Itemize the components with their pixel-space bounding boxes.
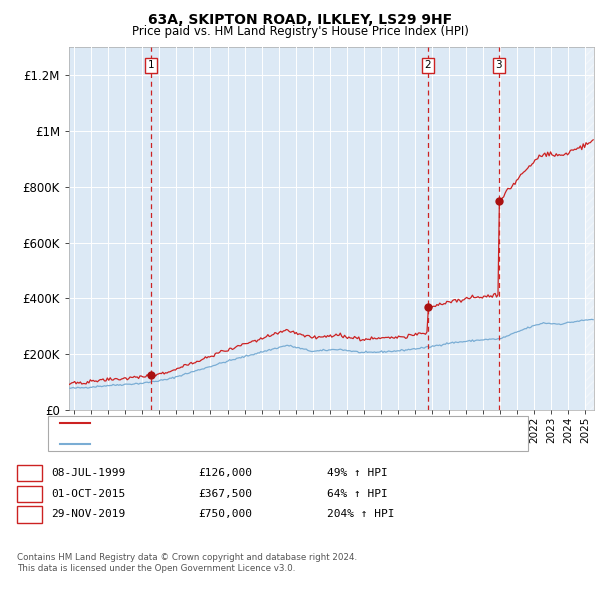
Text: £126,000: £126,000 <box>198 468 252 478</box>
Text: 2: 2 <box>424 60 431 70</box>
Text: 29-NOV-2019: 29-NOV-2019 <box>51 510 125 519</box>
Text: 3: 3 <box>26 510 33 519</box>
Text: 1: 1 <box>148 60 154 70</box>
Text: Contains HM Land Registry data © Crown copyright and database right 2024.
This d: Contains HM Land Registry data © Crown c… <box>17 553 357 573</box>
Text: 2: 2 <box>26 489 33 499</box>
Text: 08-JUL-1999: 08-JUL-1999 <box>51 468 125 478</box>
Text: 204% ↑ HPI: 204% ↑ HPI <box>327 510 395 519</box>
Text: HPI: Average price, detached house, Bradford: HPI: Average price, detached house, Brad… <box>96 440 334 449</box>
Text: 49% ↑ HPI: 49% ↑ HPI <box>327 468 388 478</box>
Text: 3: 3 <box>496 60 502 70</box>
Text: 63A, SKIPTON ROAD, ILKLEY, LS29 9HF: 63A, SKIPTON ROAD, ILKLEY, LS29 9HF <box>148 13 452 27</box>
Text: 63A, SKIPTON ROAD, ILKLEY, LS29 9HF (detached house): 63A, SKIPTON ROAD, ILKLEY, LS29 9HF (det… <box>96 418 393 428</box>
Text: Price paid vs. HM Land Registry's House Price Index (HPI): Price paid vs. HM Land Registry's House … <box>131 25 469 38</box>
Text: 64% ↑ HPI: 64% ↑ HPI <box>327 489 388 499</box>
Text: 1: 1 <box>26 468 33 478</box>
Text: 01-OCT-2015: 01-OCT-2015 <box>51 489 125 499</box>
Text: £750,000: £750,000 <box>198 510 252 519</box>
Text: £367,500: £367,500 <box>198 489 252 499</box>
